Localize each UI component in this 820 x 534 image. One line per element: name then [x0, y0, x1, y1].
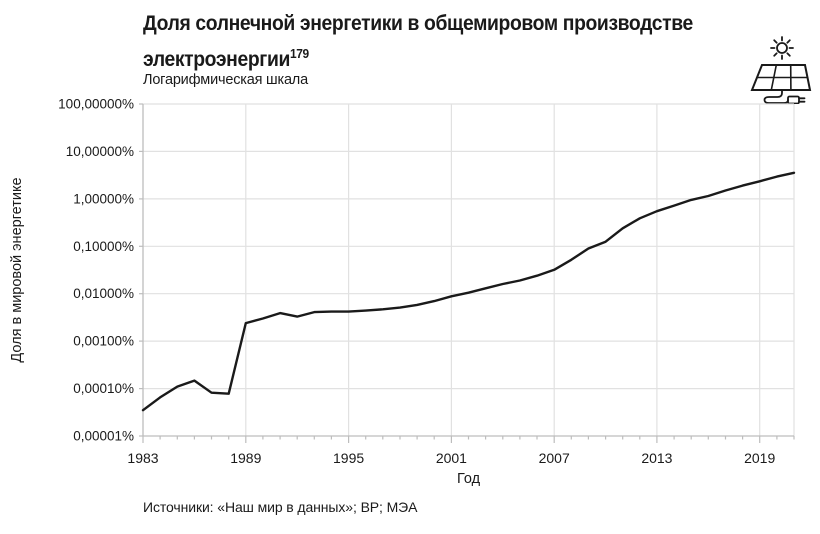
x-axis-title: Год — [456, 471, 481, 487]
sun-icon — [770, 36, 794, 60]
chart-title-line2: электроэнергии179 — [143, 46, 309, 71]
solar-panel-icon-svg — [750, 36, 812, 105]
footnote-reference: 179 — [289, 46, 309, 61]
chart-subtitle: Логарифмическая шкала — [143, 72, 308, 88]
x-tick-label: 1989 — [230, 450, 261, 466]
plug-icon — [763, 89, 806, 105]
y-tick-label: 10,00000% — [66, 144, 134, 159]
y-tick-label: 0,01000% — [73, 286, 134, 301]
x-tick-label: 1995 — [333, 450, 364, 466]
y-tick-label: 0,00001% — [73, 429, 134, 444]
source-note: Источники: «Наш мир в данных»; BP; МЭА — [143, 499, 418, 515]
series-line-solar-share — [141, 171, 796, 412]
x-tick-label: 2019 — [744, 450, 775, 466]
x-tick-label: 1983 — [127, 450, 158, 466]
chart-title-line1: Доля солнечной энергетики в общемировом … — [143, 12, 693, 35]
y-tick-label: 100,00000% — [58, 97, 134, 112]
y-tick-label: 0,10000% — [73, 239, 134, 254]
x-tick-label: 2001 — [436, 450, 467, 466]
solar-panel-shape — [750, 64, 812, 91]
x-tick-label: 2007 — [539, 450, 570, 466]
x-tick-label: 2013 — [641, 450, 672, 466]
y-tick-label: 0,00100% — [73, 334, 134, 349]
solar-panel-icon — [744, 26, 812, 105]
y-tick-label: 0,00010% — [73, 381, 134, 396]
chart-title: Доля солнечной энергетики в общемировом … — [143, 9, 693, 75]
y-tick-label: 1,00000% — [73, 191, 134, 206]
